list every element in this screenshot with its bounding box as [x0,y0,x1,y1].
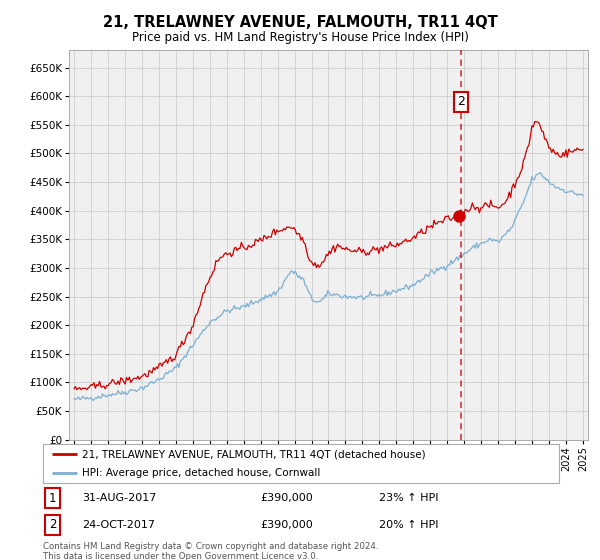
Text: £390,000: £390,000 [260,493,313,503]
Text: 23% ↑ HPI: 23% ↑ HPI [379,493,438,503]
Text: 31-AUG-2017: 31-AUG-2017 [82,493,156,503]
Text: 2: 2 [457,95,465,109]
Text: Contains HM Land Registry data © Crown copyright and database right 2024.
This d: Contains HM Land Registry data © Crown c… [43,542,379,560]
Text: 1: 1 [49,492,56,505]
Text: 2: 2 [49,519,56,531]
Text: 21, TRELAWNEY AVENUE, FALMOUTH, TR11 4QT (detached house): 21, TRELAWNEY AVENUE, FALMOUTH, TR11 4QT… [82,449,425,459]
Text: 24-OCT-2017: 24-OCT-2017 [82,520,155,530]
Text: 21, TRELAWNEY AVENUE, FALMOUTH, TR11 4QT: 21, TRELAWNEY AVENUE, FALMOUTH, TR11 4QT [103,15,497,30]
Text: Price paid vs. HM Land Registry's House Price Index (HPI): Price paid vs. HM Land Registry's House … [131,31,469,44]
Text: £390,000: £390,000 [260,520,313,530]
Text: 20% ↑ HPI: 20% ↑ HPI [379,520,438,530]
Text: HPI: Average price, detached house, Cornwall: HPI: Average price, detached house, Corn… [82,468,320,478]
